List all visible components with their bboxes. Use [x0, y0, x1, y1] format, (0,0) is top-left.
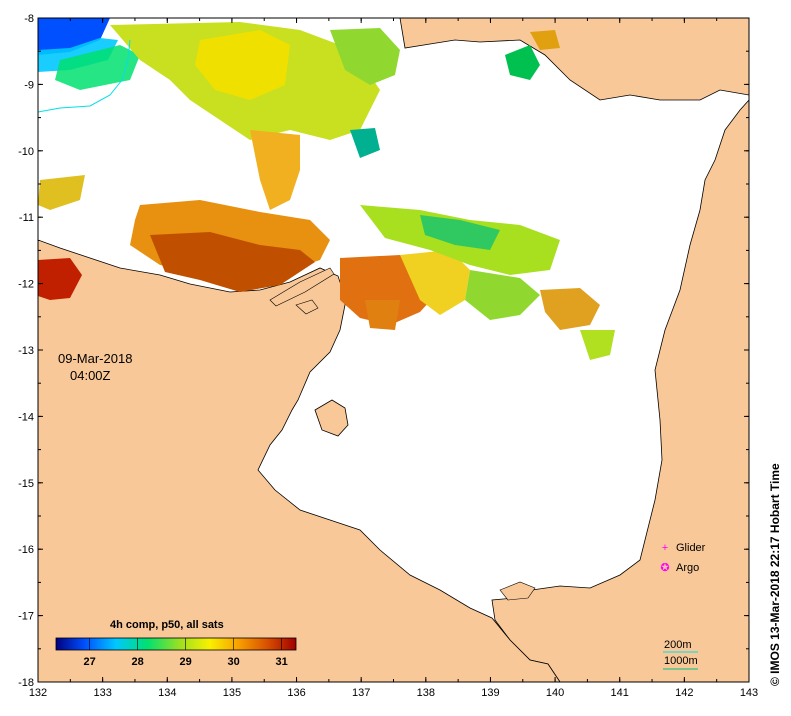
lon-tick-label: 141 — [611, 687, 629, 699]
lon-tick-label: 137 — [352, 687, 370, 699]
lon-tick-label: 139 — [481, 687, 499, 699]
new-guinea-land — [399, 18, 749, 101]
lon-tick-label: 134 — [158, 687, 176, 699]
lat-tick-label: -10 — [18, 146, 34, 158]
lat-tick-label: -18 — [18, 677, 34, 689]
axis-ticks: 132 133 134 135 136 137 138 139 140 141 142 143 -8 -9… — [18, 13, 758, 699]
argo-marker-icon: ✪ — [660, 562, 670, 574]
map-time: 04:00Z — [70, 368, 111, 383]
lon-tick-label: 138 — [417, 687, 435, 699]
map-date: 09-Mar-2018 — [58, 351, 133, 366]
legend-glider: + Glider — [660, 542, 706, 554]
colorbar-title: 4h comp, p50, all sats — [110, 619, 224, 631]
arnhem-land — [38, 239, 561, 682]
groote-eylandt — [314, 399, 349, 437]
legend-argo: ✪ Argo — [660, 561, 700, 575]
colorbar-label: 29 — [179, 656, 192, 668]
lat-tick-label: -15 — [18, 478, 34, 490]
lat-tick-label: -8 — [24, 13, 34, 25]
lat-tick-label: -13 — [18, 345, 34, 357]
colorbar-ticks — [89, 638, 282, 650]
credit-text: © IMOS 13-Mar-2018 22:17 Hobart Time — [768, 463, 782, 686]
lat-tick-label: -17 — [18, 611, 34, 623]
lon-tick-label: 132 — [29, 687, 47, 699]
colorbar-label: 31 — [275, 656, 288, 668]
lon-tick-label: 135 — [223, 687, 241, 699]
mornington-island — [499, 581, 536, 601]
sst-patches — [38, 18, 615, 360]
lat-tick-label: -11 — [19, 212, 34, 224]
colorbar-label: 28 — [131, 656, 144, 668]
lat-tick-label: -12 — [18, 279, 34, 291]
lon-tick-label: 143 — [740, 687, 758, 699]
glider-label: Glider — [676, 542, 706, 554]
lon-tick-label: 133 — [93, 687, 111, 699]
wessel-islands — [269, 267, 335, 307]
contour-1000m-label: 1000m — [664, 655, 698, 667]
glider-marker-icon: + — [661, 542, 669, 554]
map-plot-area — [38, 18, 749, 682]
colorbar — [55, 637, 297, 651]
lon-tick-label: 142 — [675, 687, 693, 699]
argo-label: Argo — [676, 561, 700, 574]
colorbar-label: 30 — [227, 656, 240, 668]
lat-tick-label: -14 — [18, 411, 34, 423]
lat-tick-label: -9 — [24, 79, 34, 91]
lat-tick-label: -16 — [18, 544, 34, 556]
colorbar-label: 27 — [83, 656, 96, 668]
lon-tick-label: 136 — [287, 687, 305, 699]
small-island — [295, 299, 319, 315]
contour-200m — [38, 39, 131, 113]
contour-200m-label: 200m — [664, 639, 692, 651]
lon-tick-label: 140 — [546, 687, 564, 699]
